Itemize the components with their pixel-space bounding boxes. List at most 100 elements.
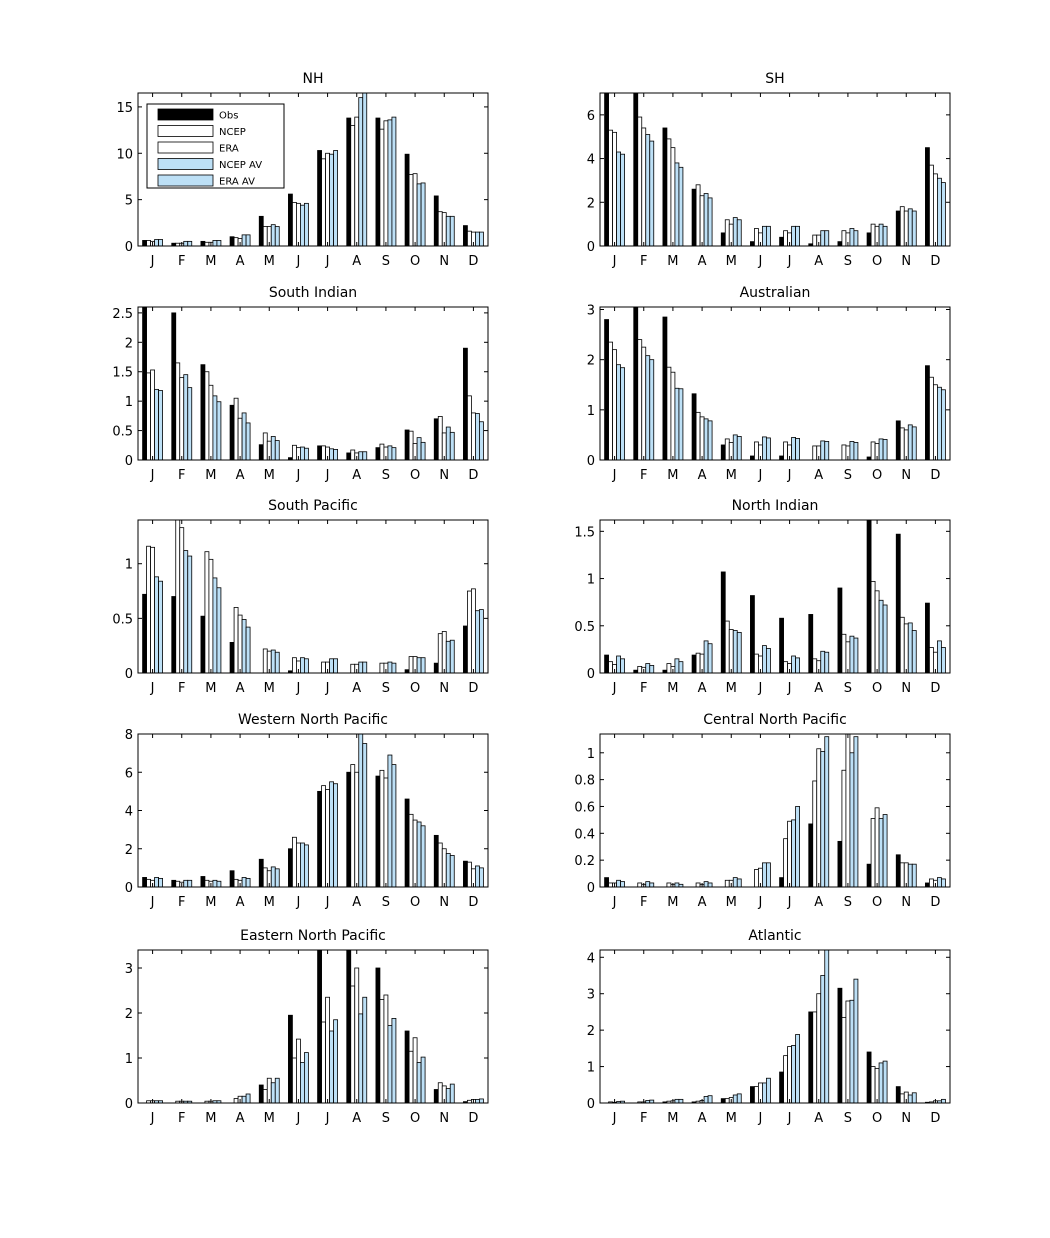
bar-obs [229, 642, 235, 674]
bar-ncep [637, 116, 643, 247]
x-tick-label: O [872, 1111, 882, 1126]
bar-obs [433, 662, 439, 674]
bar-ncep-av [674, 1098, 680, 1104]
bar-ncep [379, 999, 385, 1104]
axes-frame [599, 949, 951, 1104]
bar-obs [200, 240, 206, 247]
bar-era-av [736, 631, 742, 674]
bar-ncep [350, 764, 356, 888]
bar-ncep [841, 769, 847, 888]
bar-ncep [608, 341, 613, 461]
x-tick-label: A [236, 254, 245, 269]
bar-era-av [187, 240, 193, 247]
x-tick-label: S [844, 468, 852, 483]
panel-title: North Indian [732, 498, 819, 514]
y-tick-label: 0 [125, 667, 133, 682]
bar-era-av [449, 215, 455, 247]
bar-era [325, 152, 330, 247]
bar-ncep-av [154, 388, 159, 461]
bar-ncep-av [183, 374, 189, 461]
bar-era-av [420, 441, 426, 461]
bar-era [179, 377, 185, 461]
x-tick-label: M [264, 895, 275, 910]
x-tick-label: A [698, 1111, 707, 1126]
bar-ncep-av [445, 1088, 451, 1104]
x-tick-label: M [205, 1111, 216, 1126]
axes-frame [599, 306, 951, 461]
x-tick-label: A [814, 681, 823, 696]
bar-ncep [666, 882, 672, 888]
bar-ncep [350, 985, 356, 1104]
bar-ncep-av [358, 661, 364, 674]
x-tick-label: N [901, 468, 911, 483]
x-tick-label: D [468, 254, 478, 269]
bar-era-av [362, 996, 368, 1104]
bar-ncep [929, 164, 934, 247]
bar-era-av [245, 422, 251, 461]
x-tick-label: D [930, 895, 940, 910]
x-tick-label: J [150, 1111, 155, 1126]
bar-ncep-av [475, 1099, 480, 1104]
x-tick-label: O [410, 1111, 420, 1126]
bar-era-av [736, 219, 742, 247]
bar-ncep-av [703, 640, 709, 674]
bar-era-av [649, 882, 655, 888]
bar-era-av [420, 825, 426, 888]
bar-ncep-av [937, 177, 942, 247]
bar-ncep [870, 580, 876, 674]
bar-era-av [766, 437, 771, 461]
bar-era-av [853, 637, 859, 674]
bar-era-av [479, 421, 484, 461]
bar-obs [925, 365, 930, 461]
bar-era-av [304, 447, 309, 461]
x-tick-label: F [178, 681, 185, 696]
bar-ncep-av [154, 576, 159, 674]
bar-era-av [736, 878, 742, 888]
bar-ncep-av [475, 231, 480, 247]
bar-era [874, 1067, 880, 1104]
bar-era-av [649, 665, 655, 674]
bar-obs [925, 882, 930, 888]
bar-era [933, 173, 938, 247]
y-tick-label: 1 [125, 395, 133, 410]
bar-era-av [216, 240, 222, 247]
bar-obs [375, 447, 381, 461]
x-tick-label: F [178, 468, 185, 483]
x-tick-label: M [726, 681, 737, 696]
bar-era-av [678, 661, 684, 674]
x-tick-label: J [150, 895, 155, 910]
bar-ncep [292, 657, 297, 674]
bar-ncep-av [937, 640, 942, 674]
bar-era [471, 588, 476, 674]
bar-era-av [449, 431, 455, 461]
bar-era-av [824, 230, 830, 247]
x-tick-label: J [757, 895, 762, 910]
y-tick-label: 1 [587, 747, 595, 762]
bar-era [845, 641, 851, 674]
bar-era-av [911, 863, 917, 888]
bar-ncep [175, 519, 181, 674]
bar-ncep-av [791, 819, 796, 888]
bar-ncep-av [416, 821, 422, 888]
bar-era [441, 631, 447, 674]
bar-ncep-av [445, 853, 451, 888]
x-tick-label: A [236, 468, 245, 483]
bar-ncep-av [270, 1082, 276, 1104]
bar-obs [258, 215, 264, 247]
bar-era [641, 346, 647, 461]
x-tick-label: F [178, 1111, 185, 1126]
bar-ncep-av [300, 446, 305, 461]
x-tick-label: O [410, 468, 420, 483]
bar-era-av [678, 166, 684, 247]
bar-ncep [408, 656, 414, 674]
bar-obs [925, 602, 930, 674]
bar-ncep [408, 174, 414, 247]
bar-era-av [274, 651, 280, 674]
x-tick-label: M [264, 1111, 275, 1126]
bar-obs [750, 455, 755, 461]
bar-ncep-av [358, 733, 364, 888]
legend-label: ERA AV [219, 177, 255, 188]
bar-obs [142, 240, 147, 247]
bar-obs [433, 418, 439, 461]
